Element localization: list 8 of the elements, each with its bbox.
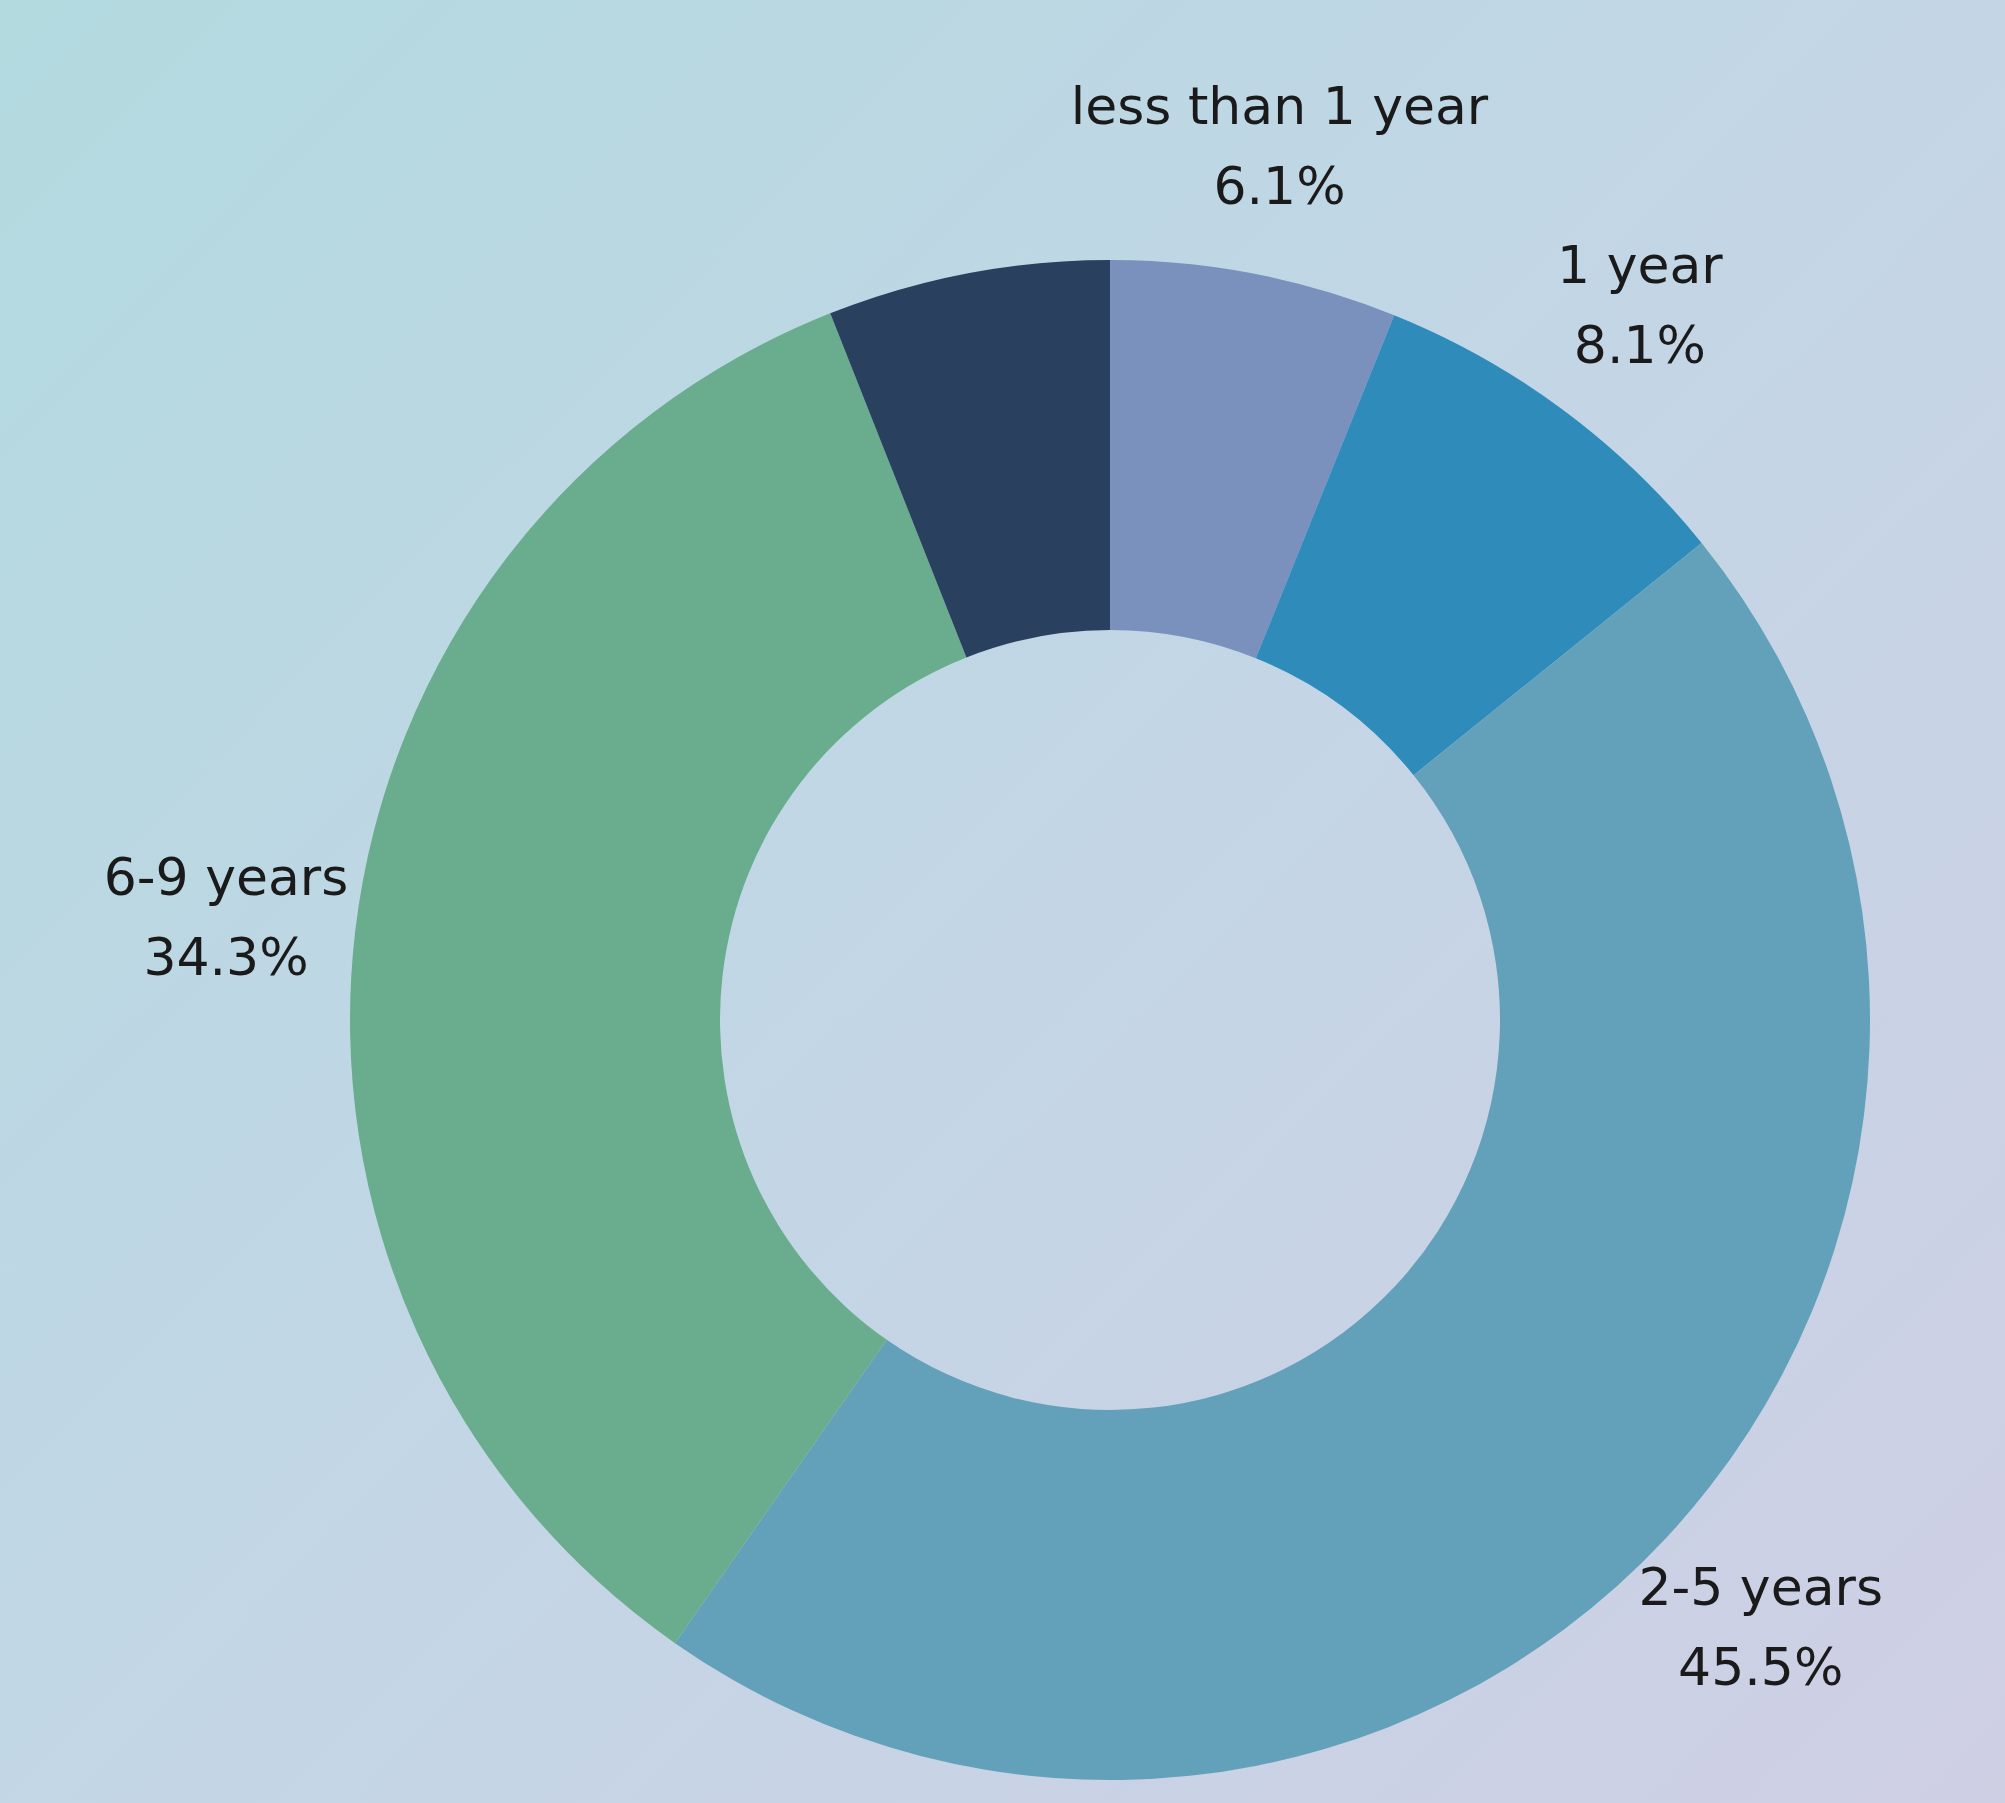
slice-label: 6-9 years — [103, 846, 349, 907]
slice-label: 2-5 years — [1638, 1557, 1883, 1618]
data-label: 6.1% — [1213, 156, 1346, 217]
data-label: 34.3% — [143, 926, 309, 987]
data-label: 45.5% — [1678, 1637, 1844, 1698]
slice-label: less than 1 year — [1070, 76, 1489, 137]
data-label: 8.1% — [1573, 314, 1706, 375]
slice-label: 1 year — [1557, 234, 1724, 295]
